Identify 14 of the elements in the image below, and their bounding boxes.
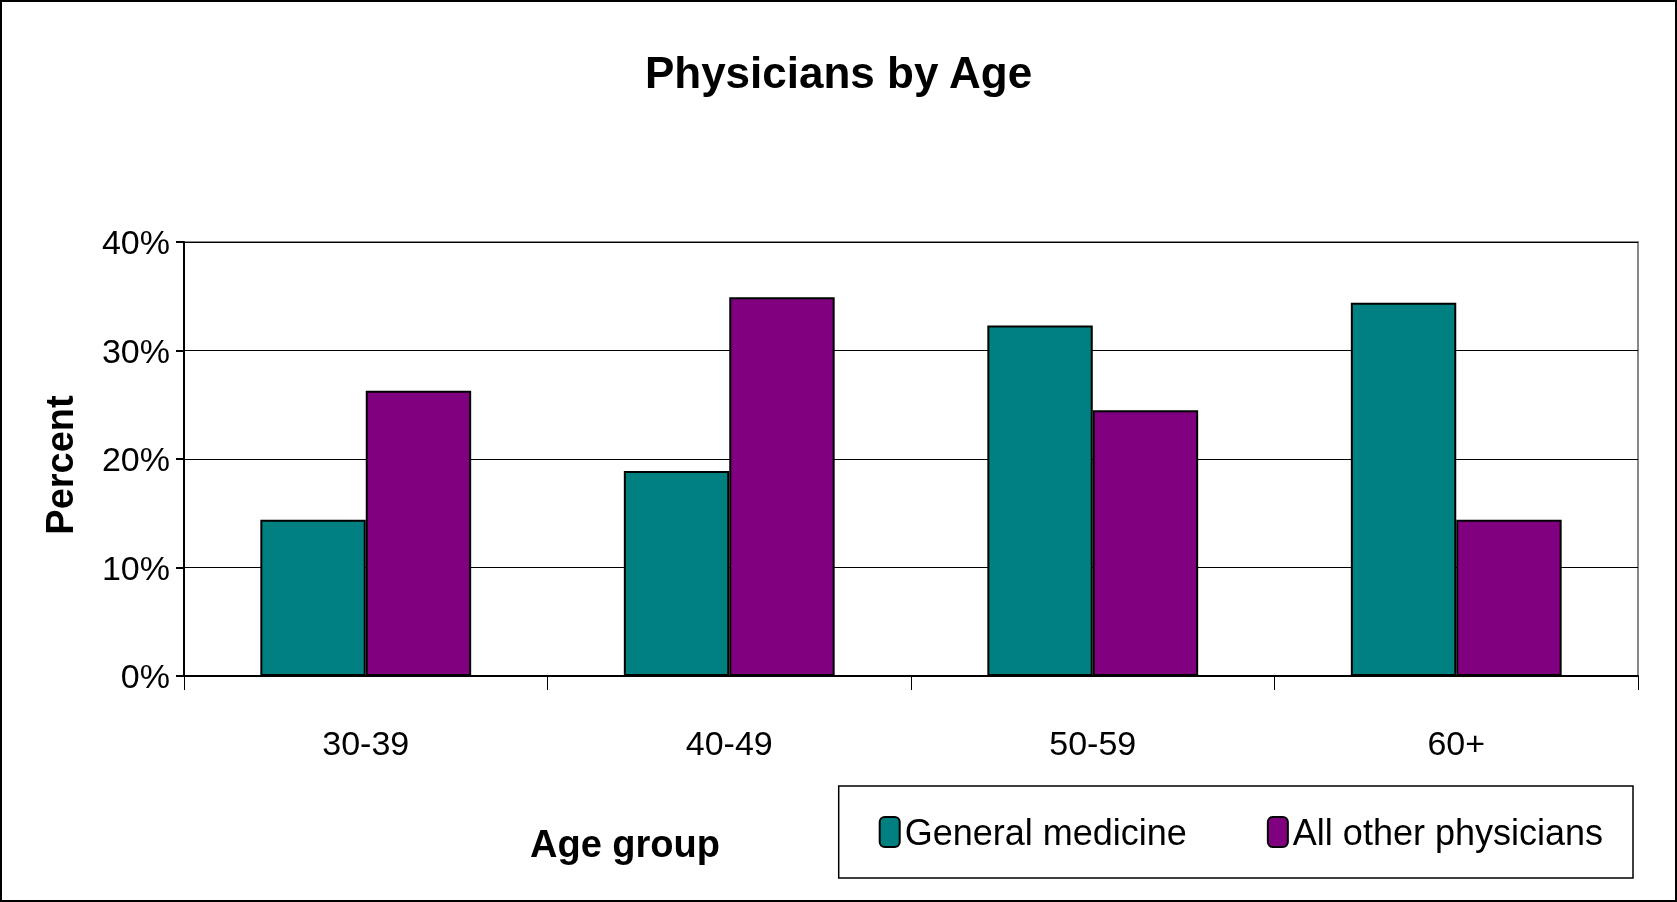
- legend-label: General medicine: [904, 811, 1187, 853]
- chart-title: Physicians by Age: [644, 47, 1033, 97]
- y-tick-label: 0%: [120, 657, 170, 695]
- x-axis-title: Age group: [530, 823, 720, 865]
- legend-label: All other physicians: [1292, 811, 1604, 853]
- x-tick-label: 60+: [1427, 724, 1486, 762]
- y-tick-label: 20%: [101, 440, 170, 478]
- y-tick-label: 40%: [101, 223, 170, 261]
- y-axis-title: Percent: [39, 394, 81, 535]
- x-tick-label: 50-59: [1049, 724, 1137, 762]
- x-tick-label: 30-39: [322, 724, 410, 762]
- x-tick-label: 40-49: [685, 724, 773, 762]
- y-tick-label: 30%: [101, 331, 170, 370]
- y-tick-label: 10%: [101, 548, 170, 587]
